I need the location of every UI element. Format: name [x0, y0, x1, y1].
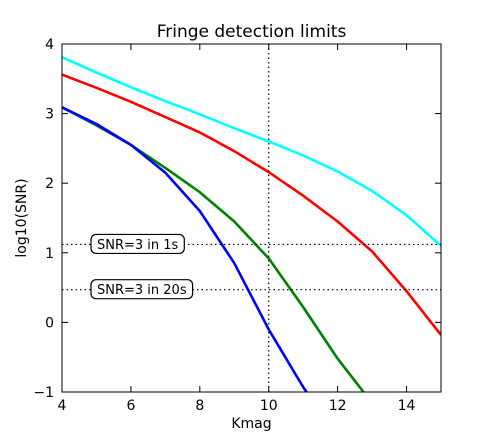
- plot-lines-layer: [62, 56, 441, 392]
- y-tick-label: 3: [45, 107, 54, 123]
- y-tick-label: 0: [45, 315, 54, 331]
- plot-frame: [61, 43, 442, 393]
- y-axis-label: log10(SNR): [14, 178, 30, 257]
- y-tick-label: 1: [45, 246, 54, 262]
- y-tick-label: −1: [33, 385, 54, 401]
- x-tick-label: 8: [195, 398, 204, 414]
- annotation-label: SNR=3 in 20s: [97, 283, 187, 298]
- annotation-box-1: SNR=3 in 20s: [90, 279, 194, 300]
- series-line-3: [62, 106, 308, 392]
- annotation-frame: [90, 233, 185, 255]
- annotations-layer: SNR=3 in 1s SNR=3 in 20s: [90, 233, 194, 300]
- annotation-box-0: SNR=3 in 1s: [90, 233, 185, 255]
- x-axis-label: Kmag: [231, 416, 271, 432]
- series-line-1: [62, 73, 441, 336]
- x-tick-label: 4: [58, 398, 67, 414]
- series-line-0: [62, 56, 441, 247]
- y-tick-label: 2: [45, 176, 54, 192]
- annotation-frame: [90, 279, 194, 300]
- x-tick-label: 10: [260, 398, 278, 414]
- chart-title: Fringe detection limits: [157, 22, 347, 42]
- x-tick-label: 6: [126, 398, 135, 414]
- y-tick-label: 4: [45, 37, 54, 53]
- x-tick-label: 12: [329, 398, 347, 414]
- annotation-label: SNR=3 in 1s: [97, 238, 179, 253]
- x-tick-label: 14: [398, 398, 416, 414]
